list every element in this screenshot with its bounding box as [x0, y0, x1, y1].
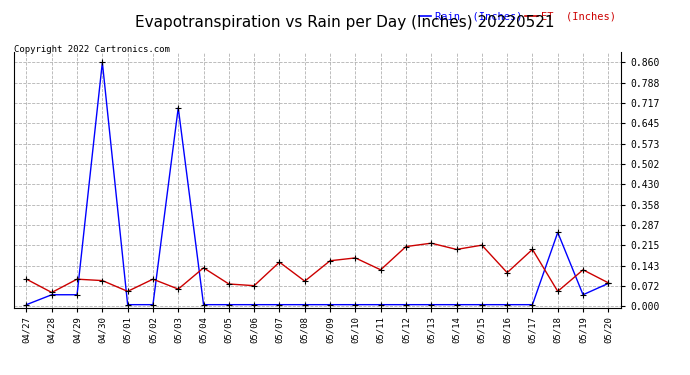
Text: Copyright 2022 Cartronics.com: Copyright 2022 Cartronics.com — [14, 45, 170, 54]
Legend: Rain  (Inches), ET  (Inches): Rain (Inches), ET (Inches) — [419, 12, 615, 22]
Text: Evapotranspiration vs Rain per Day (Inches) 20220521: Evapotranspiration vs Rain per Day (Inch… — [135, 15, 555, 30]
